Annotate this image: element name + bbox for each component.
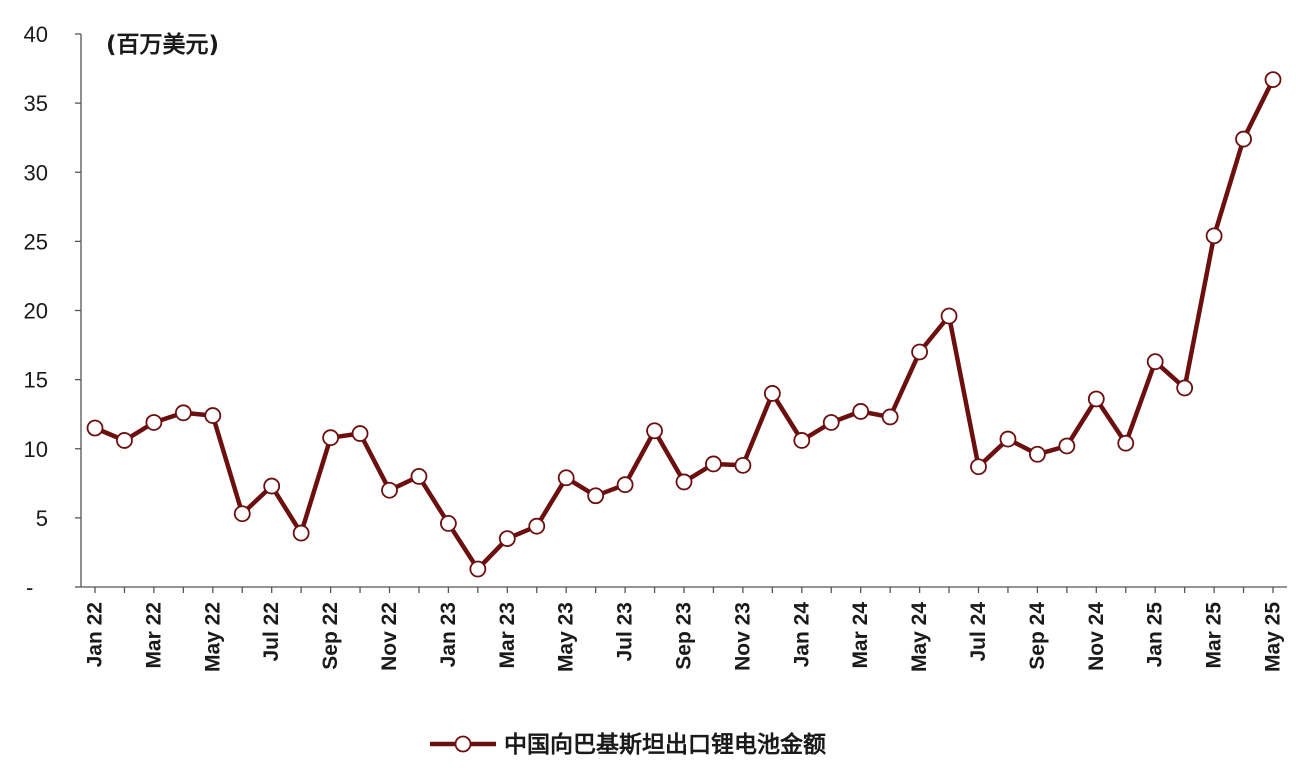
data-point	[145, 414, 163, 431]
data-point	[410, 467, 428, 485]
x-tick-label: Jan 22	[84, 602, 107, 667]
data-point	[1058, 437, 1076, 455]
data-point	[999, 430, 1017, 448]
data-point	[675, 473, 693, 491]
x-tick-label: May 23	[555, 602, 578, 672]
y-tick-label: 30	[24, 160, 48, 185]
data-point	[204, 407, 222, 424]
data-point	[822, 414, 840, 431]
data-point	[322, 429, 340, 447]
data-point	[439, 515, 457, 532]
data-point	[911, 343, 928, 361]
series-group	[86, 71, 1282, 578]
data-point	[1146, 353, 1164, 371]
data-point	[233, 505, 251, 523]
data-point	[351, 425, 369, 442]
data-point	[116, 432, 133, 449]
data-point	[881, 408, 899, 426]
x-tick-label: Jul 24	[967, 602, 990, 662]
x-tick-label: Mar 25	[1203, 602, 1226, 669]
data-point	[852, 403, 870, 420]
x-tick-label: Sep 22	[319, 602, 342, 670]
x-tick-label: Mar 22	[142, 602, 165, 669]
x-tick-label: Sep 24	[1026, 602, 1049, 670]
data-point	[469, 560, 487, 578]
x-tick-label: Mar 23	[496, 602, 519, 669]
data-point	[940, 307, 958, 325]
data-point	[970, 458, 987, 476]
data-point	[646, 422, 663, 440]
data-point	[86, 419, 104, 437]
y-tick-label: 25	[24, 229, 48, 254]
y-tick-label: 10	[24, 437, 48, 462]
data-point	[498, 530, 516, 548]
data-point	[1176, 379, 1194, 397]
data-point	[1117, 434, 1135, 452]
y-tick-label: 15	[24, 368, 48, 393]
y-tick-label: -	[26, 575, 33, 600]
x-tick-label: May 25	[1262, 602, 1285, 672]
data-point	[793, 432, 811, 449]
x-tick-label: Jan 23	[437, 602, 460, 667]
x-tick-label: May 22	[201, 602, 224, 672]
x-axis: Jan 22 Mar 22 May 22 Jul 22 Sep 22 Nov 22 Jan …	[81, 586, 1287, 672]
data-point	[174, 404, 192, 422]
x-tick-label: Jul 22	[260, 602, 283, 662]
x-tick-label: Sep 23	[673, 602, 696, 670]
x-tick-label: Nov 23	[731, 602, 754, 671]
data-point	[263, 477, 281, 495]
data-point	[292, 524, 310, 542]
x-tick-label: Nov 24	[1085, 602, 1108, 671]
x-tick-label: Jan 25	[1144, 602, 1167, 668]
x-tick-label: Mar 24	[849, 602, 872, 669]
x-tick-label: Jan 24	[790, 602, 813, 668]
data-point	[528, 517, 546, 535]
data-point	[381, 481, 398, 499]
data-point	[1029, 445, 1046, 463]
data-point	[1205, 227, 1223, 245]
data-point	[1087, 390, 1105, 408]
x-tick-label: Jul 23	[614, 602, 637, 662]
data-point	[734, 456, 752, 474]
data-point	[1264, 71, 1282, 89]
y-tick-label: 20	[24, 299, 48, 324]
data-point	[587, 487, 605, 505]
data-point	[705, 455, 722, 473]
series-line	[94, 78, 1276, 572]
legend-marker	[454, 735, 472, 753]
y-tick-label: 40	[24, 22, 48, 47]
y-tick-label: 5	[36, 506, 48, 531]
data-point	[1235, 130, 1252, 148]
y-tick-label: 35	[24, 91, 48, 116]
legend-label: 中国向巴基斯坦出口锂电池金额	[504, 731, 826, 758]
y-axis: - 5 10 15 20 25 30 35 40	[24, 22, 82, 600]
legend: 中国向巴基斯坦出口锂电池金额	[430, 731, 826, 758]
x-tick-label: May 24	[908, 602, 931, 672]
data-point	[616, 476, 634, 494]
data-point	[763, 385, 781, 402]
unit-label: (百万美元)	[106, 31, 219, 58]
data-point	[557, 469, 575, 487]
x-tick-label: Nov 22	[378, 602, 401, 671]
